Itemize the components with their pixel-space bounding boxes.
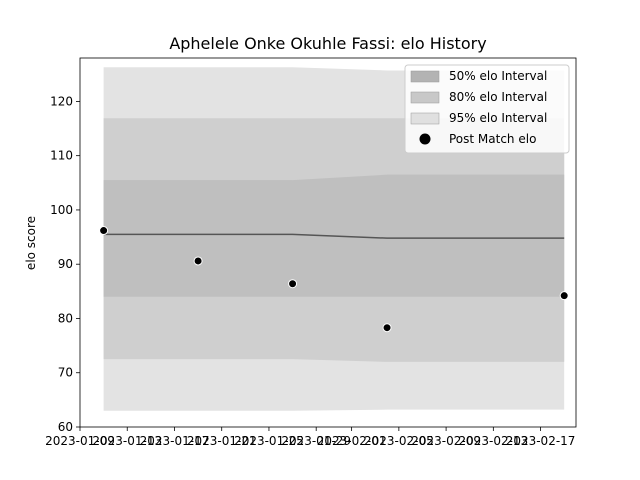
legend: 50% elo Interval 80% elo Interval 95% elo …: [404, 64, 570, 154]
legend-marker: [419, 133, 431, 145]
legend-label: 95% elo Interval: [449, 111, 547, 125]
y-tick-label: 70: [58, 366, 73, 380]
x-tick-label: 2023-02-13: [458, 434, 528, 448]
legend-swatch: [410, 70, 440, 83]
x-tick-label: 2023-02-09: [411, 434, 481, 448]
y-tick-label: 60: [58, 420, 73, 434]
y-tick-label: 120: [50, 94, 73, 108]
y-tick-label: 110: [50, 149, 73, 163]
x-tick-label: 2023-02-01: [317, 434, 387, 448]
legend-label: 80% elo Interval: [449, 90, 547, 104]
mean-elo-line: [103, 233, 565, 239]
x-tick-label: 2023-01-13: [92, 434, 162, 448]
x-tick-label: 2023-02-05: [364, 434, 434, 448]
post-match-point: [99, 226, 109, 236]
chart-title: Aphelele Onke Okuhle Fassi: elo History: [169, 34, 486, 53]
y-axis-label: elo score: [24, 216, 38, 270]
legend-label: 50% elo Interval: [449, 69, 547, 83]
legend-swatch: [410, 91, 440, 104]
post-match-point: [288, 279, 298, 289]
legend-swatch: [410, 112, 440, 125]
y-tick-label: 100: [50, 203, 73, 217]
x-tick-label: 2023-01-17: [140, 434, 210, 448]
y-tick-label: 80: [58, 311, 73, 325]
legend-box: [404, 64, 570, 154]
post-match-point: [559, 291, 569, 301]
x-tick-label: 2023-01-21: [187, 434, 257, 448]
y-tick-label: 90: [58, 257, 73, 271]
legend-label: Post Match elo: [449, 132, 536, 146]
x-tick-label: 2023-01-29: [281, 434, 351, 448]
x-tick-label: 2023-02-17: [506, 434, 576, 448]
post-match-point: [382, 323, 392, 333]
axes: 607080901001101202023-01-092023-01-13202…: [45, 57, 577, 448]
x-tick-label: 2023-01-25: [234, 434, 304, 448]
axes-frame: [79, 57, 577, 428]
x-tick-label: 2023-01-09: [45, 434, 115, 448]
post-match-point: [193, 256, 203, 266]
